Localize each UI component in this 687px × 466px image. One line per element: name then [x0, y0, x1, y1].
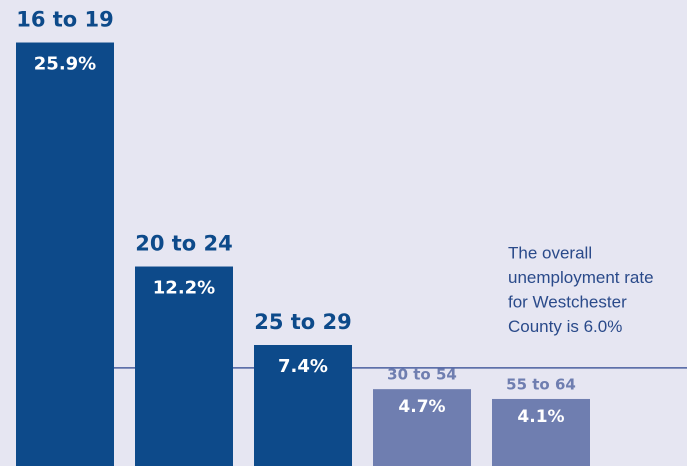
value-label: 25.9%: [34, 54, 96, 75]
value-label: 7.4%: [278, 356, 328, 377]
bar: [16, 42, 114, 466]
category-label: 16 to 19: [16, 8, 114, 32]
annotation: for Westchester: [508, 292, 627, 311]
bar: [254, 345, 352, 466]
annotation: unemployment rate: [508, 268, 654, 287]
value-label: 12.2%: [153, 278, 215, 299]
category-label: 30 to 54: [387, 366, 457, 384]
value-label: 4.1%: [517, 407, 564, 427]
annotation: The overall: [508, 243, 592, 262]
bar: [135, 266, 233, 466]
bar: [492, 398, 590, 466]
value-label: 4.7%: [398, 397, 445, 417]
annotation: County is 6.0%: [508, 317, 622, 336]
category-label: 55 to 64: [506, 375, 576, 393]
bar: [373, 389, 471, 466]
category-label: 25 to 29: [254, 310, 352, 334]
category-label: 20 to 24: [135, 232, 233, 256]
